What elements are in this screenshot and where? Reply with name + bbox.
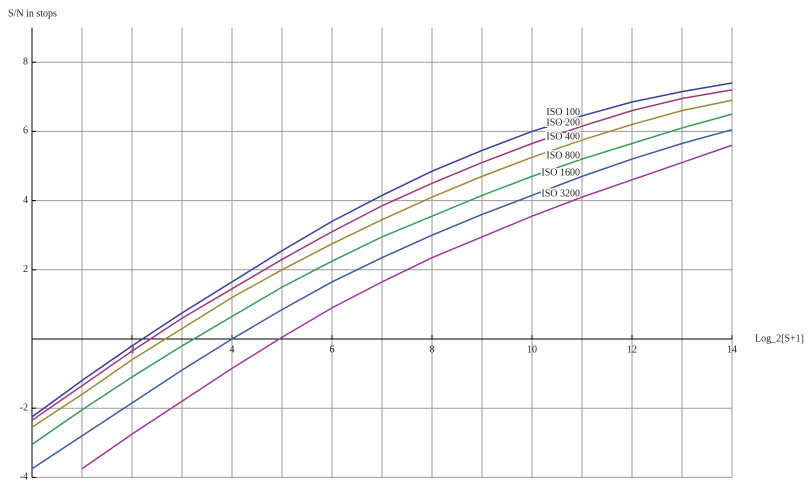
y-tick-label: 6 bbox=[23, 126, 28, 137]
x-tick-label: 10 bbox=[527, 344, 537, 355]
series-label: ISO 200 bbox=[546, 118, 580, 129]
x-tick-label: 12 bbox=[627, 344, 637, 355]
series-label: ISO 1600 bbox=[541, 168, 580, 179]
series-line bbox=[81, 144, 733, 470]
y-tick-label: -2 bbox=[20, 402, 28, 413]
y-tick-label: -4 bbox=[20, 472, 28, 483]
y-tick-label: 8 bbox=[23, 56, 28, 67]
series-line bbox=[31, 113, 733, 446]
series-line bbox=[31, 82, 733, 418]
x-axis-label: Log_2[S+1] bbox=[755, 333, 804, 344]
x-tick-label: 4 bbox=[230, 344, 235, 355]
y-axis-label: S/N in stops bbox=[8, 8, 57, 19]
x-tick-label: 6 bbox=[330, 344, 335, 355]
y-tick-label: 4 bbox=[23, 195, 28, 206]
series-label: ISO 800 bbox=[546, 150, 580, 161]
y-tick-label: 2 bbox=[23, 264, 28, 275]
series-label: ISO 400 bbox=[546, 131, 580, 142]
x-tick-label: 2 bbox=[130, 344, 135, 355]
series-label: ISO 100 bbox=[546, 107, 580, 118]
series-label: ISO 3200 bbox=[541, 188, 580, 199]
series-line bbox=[31, 128, 733, 470]
x-tick-label: 8 bbox=[430, 344, 435, 355]
x-tick-label: 14 bbox=[727, 344, 737, 355]
series-line bbox=[31, 99, 733, 428]
series-line bbox=[31, 89, 733, 421]
